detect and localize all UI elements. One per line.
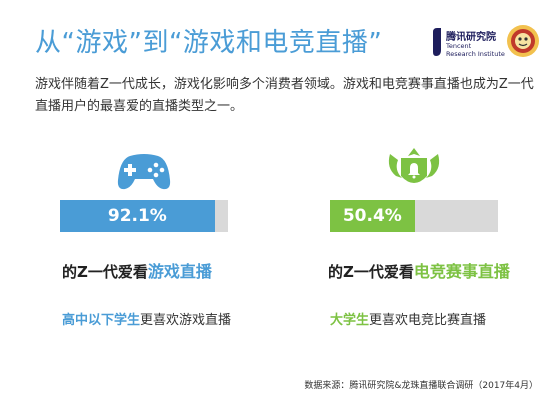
intro-text: 游戏伴随着Z一代成长，游戏化影响多个消费者领域。游戏和电竞赛事直播也成为Z一代直…: [35, 77, 534, 114]
logo-name-en: Tencent Research Institute: [446, 42, 505, 58]
logo-name-en-line1: Tencent: [446, 42, 472, 50]
bar-track-game: 92.1%: [60, 200, 228, 232]
note-rest: 更喜欢电竞比赛直播: [369, 313, 487, 328]
bar-esports-live: 50.4%: [330, 200, 415, 232]
subtitle-highlight: 游戏直播: [147, 262, 212, 281]
note-highlight: 大学生: [330, 313, 370, 328]
bar-value-label-game: 92.1%: [107, 206, 167, 226]
subtitle-prefix: 的Z一代爱看: [328, 263, 414, 281]
tencent-research-logo-icon: [433, 28, 441, 56]
panel-note-game: 高中以下学生更喜欢游戏直播: [62, 309, 231, 328]
logo-name-cn: 腾讯研究院: [446, 32, 496, 43]
page-title: 从“游戏”到“游戏和电竞直播”: [35, 28, 383, 58]
gamepad-icon: [117, 154, 171, 190]
logo-name-en-line2: Research Institute: [446, 50, 505, 58]
source-note: 数据来源：腾讯研究院&龙珠直播联合调研（2017年4月）: [304, 381, 538, 391]
panel-subtitle-game: 的Z一代爱看游戏直播: [62, 258, 212, 282]
subtitle-prefix: 的Z一代爱看: [62, 263, 148, 281]
panel-subtitle-esports: 的Z一代爱看电竞赛事直播: [328, 258, 510, 282]
panel-note-esports: 大学生更喜欢电竞比赛直播: [330, 309, 486, 328]
bar-value-label-esports: 50.4%: [342, 206, 402, 226]
longzhu-badge-icon: [507, 25, 539, 57]
crown-badge-icon: [388, 148, 440, 183]
note-rest: 更喜欢游戏直播: [140, 313, 232, 328]
bar-track-esports: 50.4%: [330, 200, 498, 232]
logo: 腾讯研究院 Tencent Research Institute: [428, 24, 548, 64]
subtitle-highlight: 电竞赛事直播: [413, 262, 510, 281]
bar-game-live: 92.1%: [60, 200, 215, 232]
note-highlight: 高中以下学生: [62, 313, 141, 328]
